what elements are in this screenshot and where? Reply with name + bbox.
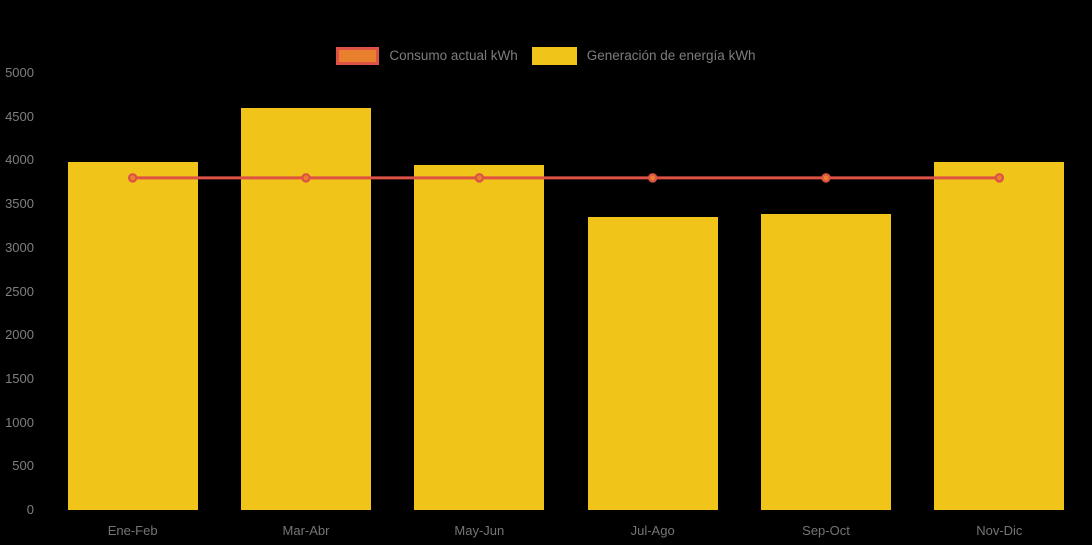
x-tick-label: Jul-Ago (630, 523, 675, 538)
legend-label: Generación de energía kWh (586, 48, 756, 63)
bar-Mar-Abr (241, 107, 371, 510)
y-tick-label: 2500 (5, 283, 34, 299)
chart-legend: Consumo actual kWh Generación de energía … (0, 47, 1092, 65)
x-tick-label: Mar-Abr (282, 523, 330, 538)
line-marker-Jul-Ago (647, 173, 658, 183)
x-tick-label: Nov-Dic (976, 523, 1023, 538)
x-tick-label: Ene-Feb (107, 523, 158, 538)
line-marker-Sep-Oct (821, 173, 831, 183)
y-tick-label: 4500 (5, 108, 34, 124)
bar-Jul-Ago (587, 217, 718, 510)
y-tick-label: 1500 (5, 370, 34, 386)
legend-item-consumo[interactable]: Consumo actual kWh (336, 47, 518, 65)
x-tick-label: Sep-Oct (802, 523, 850, 538)
bar-Sep-Oct (761, 213, 891, 510)
bar-Nov-Dic (934, 162, 1065, 510)
y-tick-label: 1000 (5, 414, 34, 430)
x-tick-label: May-Jun (454, 523, 505, 538)
y-tick-label: 0 (26, 502, 34, 517)
y-tick-label: 3000 (5, 239, 34, 255)
y-tick-label: 4000 (5, 152, 34, 168)
y-tick-label: 3500 (5, 196, 34, 212)
y-tick-label: 2000 (5, 327, 34, 343)
legend-bar-swatch (531, 47, 577, 65)
legend-item-generacion[interactable]: Generación de energía kWh (531, 47, 756, 65)
y-tick-label: 500 (12, 458, 34, 474)
legend-line-swatch (336, 47, 380, 65)
legend-label: Consumo actual kWh (389, 48, 518, 63)
bar-May-Jun (414, 164, 545, 510)
y-tick-label: 5000 (5, 65, 34, 80)
bar-Ene-Feb (67, 162, 198, 510)
